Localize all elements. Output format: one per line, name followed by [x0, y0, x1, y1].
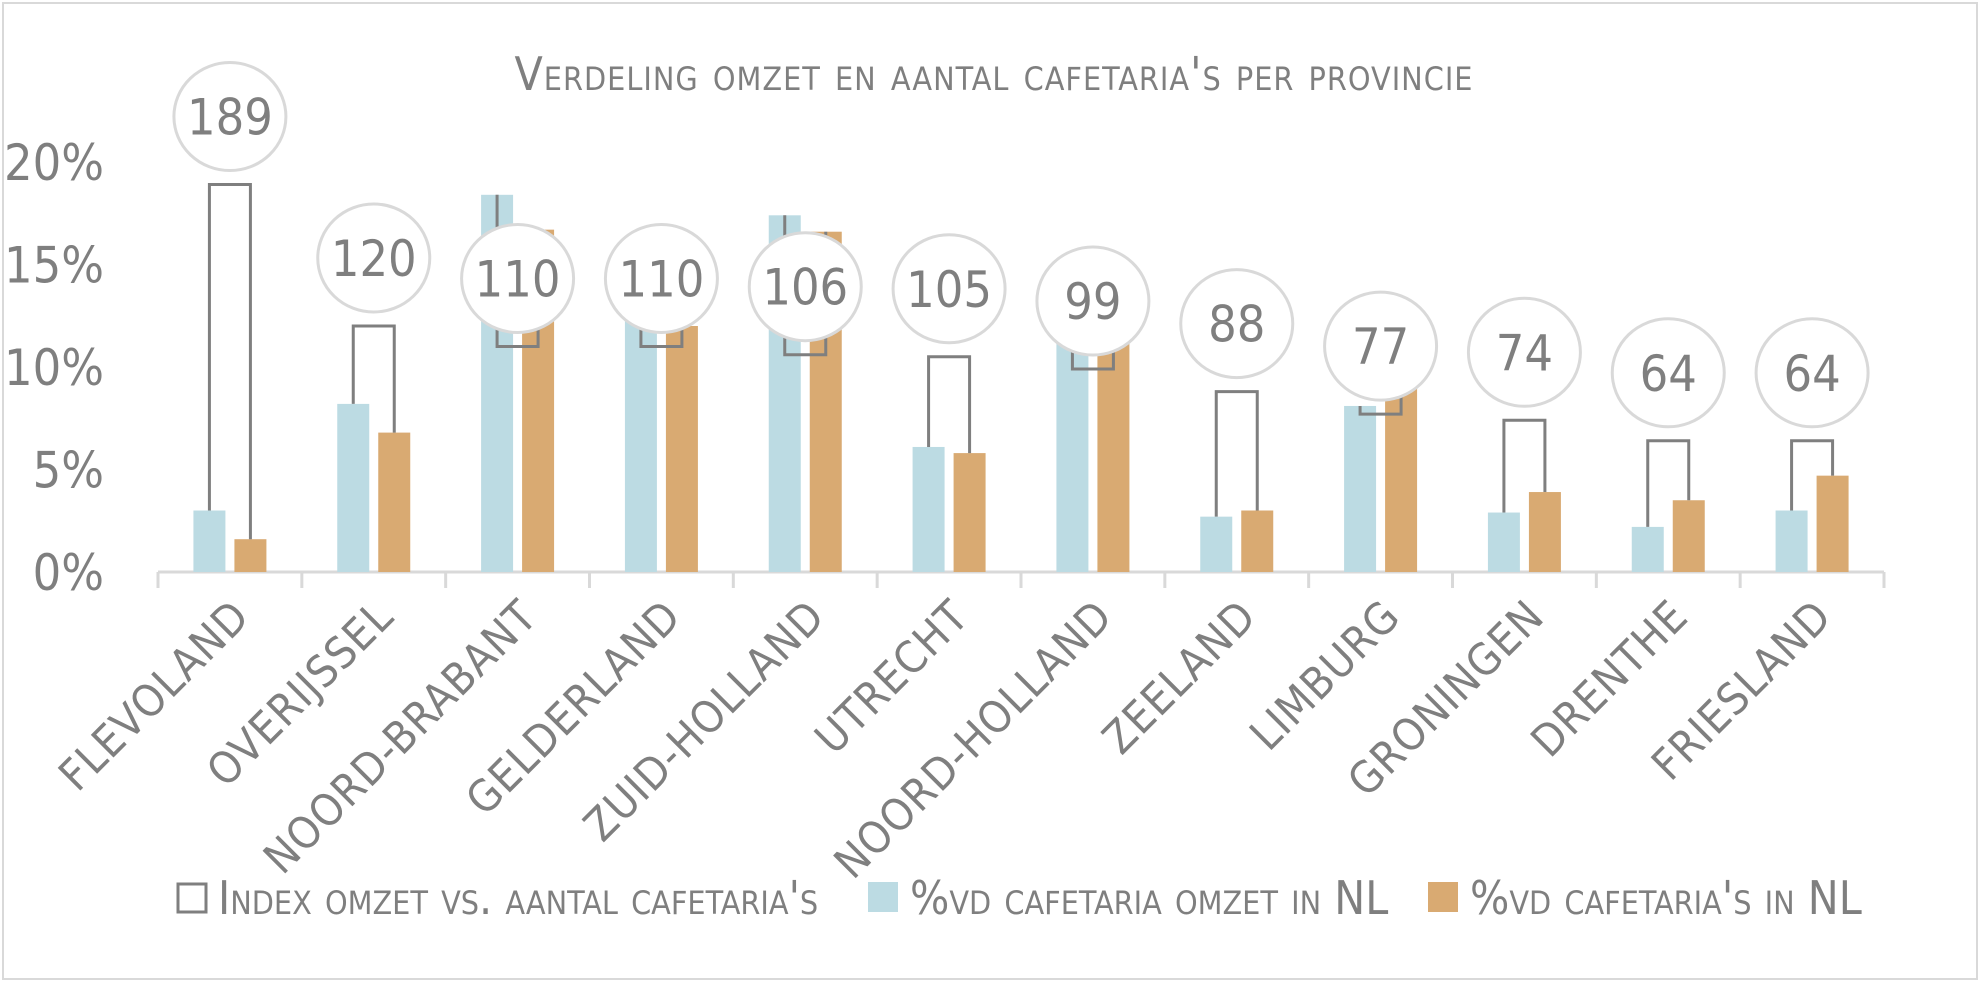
index-value-label: 110	[475, 251, 561, 309]
index-bubbles-layer: 189 120 110 110 106 105 99 88 77 74 64 64	[172, 61, 1870, 429]
index-value-label: 120	[331, 230, 417, 288]
legend-label-index: Index omzet vs. aantal cafetaria's	[218, 871, 818, 925]
index-value-label: 77	[1352, 318, 1409, 376]
index-bracket	[351, 324, 396, 433]
x-tick-label: NOORD-BRABANT	[254, 591, 547, 884]
index-brackets-layer	[207, 183, 1835, 540]
bar-omzet	[1344, 405, 1377, 572]
x-axis	[156, 570, 1886, 588]
y-tick-label: 20%	[4, 134, 104, 192]
bar-omzet	[912, 446, 945, 572]
bar-cafetarias	[234, 539, 267, 572]
bar-omzet	[1200, 516, 1233, 572]
bar-cafetarias	[953, 453, 986, 572]
bar-cafetarias	[1816, 475, 1849, 572]
legend-label-omzet: %vd cafetaria omzet in NL	[910, 871, 1388, 925]
index-value-label: 88	[1208, 296, 1265, 354]
index-bubble	[891, 233, 1007, 345]
index-value-label: 110	[618, 251, 704, 309]
index-bubble	[1323, 290, 1439, 402]
index-bubble	[316, 202, 432, 314]
x-tick-label: ZUID-HOLLAND	[574, 591, 835, 852]
bar-cafetarias	[378, 432, 411, 572]
index-bubble	[747, 231, 863, 343]
legend-swatch-index	[176, 882, 208, 914]
index-bubble	[1035, 245, 1151, 357]
index-bubble	[603, 223, 719, 334]
bar-cafetarias	[1672, 500, 1705, 572]
index-bubble	[460, 223, 576, 334]
bar-omzet	[193, 510, 226, 572]
index-bracket	[927, 355, 972, 454]
index-value-label: 105	[906, 261, 992, 319]
chart-svg: Verdeling omzet en aantal cafetaria's pe…	[4, 47, 1886, 925]
index-bracket	[1646, 439, 1691, 527]
y-tick-label: 10%	[4, 339, 104, 397]
index-bracket	[207, 183, 252, 540]
index-bracket	[1790, 439, 1835, 511]
bars-layer	[193, 194, 1849, 573]
bar-omzet	[337, 403, 370, 572]
index-value-label: 64	[1640, 345, 1697, 403]
x-tick-labels: FLEVOLANDOVERIJSSELNOORD-BRABANTGELDERLA…	[49, 591, 1842, 889]
index-bubble	[172, 61, 288, 173]
legend-label-cafetarias: %vd cafetaria's in NL	[1470, 871, 1862, 925]
bar-cafetarias	[665, 326, 698, 572]
y-axis: 0% 5% 10% 15% 20%	[4, 134, 104, 602]
x-tick-label: ZEELAND	[1093, 591, 1266, 764]
index-value-label: 64	[1783, 345, 1840, 403]
bar-cafetarias	[1241, 510, 1274, 572]
index-value-label: 99	[1064, 273, 1121, 331]
index-bubble	[1610, 317, 1726, 429]
bar-omzet	[624, 305, 657, 572]
bar-omzet	[1775, 510, 1808, 572]
bar-omzet	[1487, 512, 1520, 572]
y-tick-label: 0%	[33, 544, 104, 602]
index-bubble	[1754, 317, 1870, 429]
index-bubble	[1466, 296, 1582, 408]
bar-omzet	[1631, 526, 1664, 572]
index-bracket	[1214, 390, 1259, 517]
legend: Index omzet vs. aantal cafetaria's %vd ca…	[176, 871, 1862, 925]
y-tick-label: 15%	[4, 237, 104, 295]
index-bubble	[1179, 268, 1295, 380]
y-tick-label: 5%	[33, 442, 104, 500]
index-value-label: 189	[187, 89, 273, 147]
chart-title: Verdeling omzet en aantal cafetaria's pe…	[515, 47, 1474, 101]
x-tick-label: NOORD-HOLLAND	[825, 591, 1123, 889]
legend-swatch-omzet	[868, 882, 898, 912]
legend-swatch-cafetarias	[1428, 882, 1458, 912]
bar-cafetarias	[1528, 492, 1561, 572]
index-value-label: 74	[1496, 324, 1553, 382]
index-value-label: 106	[762, 259, 848, 317]
index-bracket	[1502, 418, 1547, 513]
